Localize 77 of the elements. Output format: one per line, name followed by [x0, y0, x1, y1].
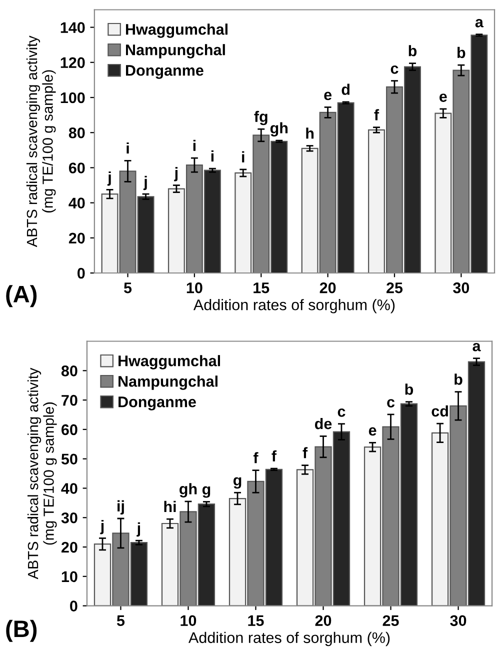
- data-label: i: [193, 140, 196, 151]
- legend-label: Nampungchal: [126, 44, 225, 58]
- data-label: b: [405, 384, 414, 395]
- legend-label: Nampungchal: [118, 376, 218, 390]
- data-label: de: [314, 418, 332, 430]
- data-label: c: [338, 408, 346, 417]
- data-label: hi: [164, 500, 176, 512]
- y-tick-label: 40: [68, 198, 85, 208]
- data-label: gh: [270, 122, 288, 137]
- y-tick-label: 50: [61, 454, 78, 465]
- data-label: d: [342, 84, 350, 95]
- y-tick-label: 0: [78, 268, 85, 279]
- x-tick-label: 10: [186, 282, 202, 294]
- y-axis-title: ABTS radical scavenging activity (mg TE/100 g sample): [26, 36, 56, 248]
- data-label: i: [126, 142, 129, 154]
- legend-label: Donganme: [118, 396, 196, 410]
- data-label: fg: [254, 110, 268, 126]
- text: (B): [6, 620, 37, 642]
- y-tick-label: 0: [70, 600, 78, 612]
- legend-label: Hwaggumchal: [126, 24, 228, 38]
- data-label: j: [107, 171, 111, 186]
- x-tick-label: 20: [320, 282, 336, 294]
- x-tick-label: 5: [116, 615, 125, 626]
- y-tick-label: 100: [60, 92, 85, 104]
- x-tick-label: 10: [180, 615, 196, 626]
- data-label: b: [458, 46, 466, 58]
- y-tick-label: 60: [68, 162, 85, 174]
- y-tick-label: 80: [68, 127, 85, 138]
- x-tick-label: 30: [453, 282, 470, 294]
- y-tick-label: 120: [60, 57, 85, 68]
- data-label: g: [202, 486, 210, 498]
- data-label: i: [211, 150, 214, 162]
- legend-label: Hwaggumchal: [118, 355, 220, 370]
- data-label: f: [374, 109, 380, 120]
- data-label: i: [242, 151, 244, 162]
- data-label: a: [472, 342, 481, 352]
- x-tick-label: 15: [248, 615, 264, 626]
- data-label: j: [174, 167, 178, 182]
- x-tick-label: 5: [124, 282, 132, 294]
- x-axis-title: Addition rates of sorghum (%): [188, 632, 390, 646]
- data-label: c: [387, 399, 395, 408]
- data-label: ij: [118, 500, 124, 515]
- data-label: e: [324, 92, 332, 100]
- data-label: j: [100, 520, 104, 534]
- y-tick-label: 40: [61, 483, 78, 494]
- x-tick-label: 25: [386, 282, 403, 294]
- data-label: h: [306, 128, 314, 139]
- x-tick-label: 30: [450, 615, 466, 626]
- y-axis-title: ABTS radical scavenging activity (mg TE/100 g sample): [27, 368, 57, 580]
- y-tick-label: 10: [62, 571, 78, 582]
- x-tick-label: 20: [315, 615, 332, 626]
- data-label: e: [440, 94, 447, 102]
- data-label: g: [233, 477, 242, 489]
- data-label: b: [454, 374, 462, 385]
- y-tick-label: 60: [62, 424, 78, 436]
- y-tick-label: 140: [60, 22, 85, 33]
- data-label: b: [408, 45, 417, 56]
- text: (A): [6, 285, 37, 308]
- data-label: c: [390, 65, 398, 74]
- data-label: f: [302, 447, 308, 458]
- data-label: f: [272, 450, 277, 462]
- data-label: gh: [180, 483, 197, 498]
- data-label: a: [475, 18, 484, 28]
- data-label: j: [136, 522, 140, 537]
- y-tick-label: 80: [61, 366, 78, 376]
- y-tick-label: 20: [68, 232, 85, 244]
- x-axis-title: Addition rates of sorghum (%): [193, 299, 395, 314]
- data-label: e: [368, 427, 376, 436]
- x-tick-label: 25: [382, 615, 399, 626]
- y-tick-label: 20: [61, 542, 78, 553]
- y-tick-label: 30: [61, 512, 78, 524]
- data-label: j: [143, 176, 147, 190]
- x-tick-label: 15: [254, 282, 270, 294]
- legend-label: Donganme: [126, 65, 204, 79]
- data-label: cd: [432, 405, 448, 417]
- data-label: f: [253, 452, 258, 464]
- y-tick-label: 70: [62, 394, 78, 406]
